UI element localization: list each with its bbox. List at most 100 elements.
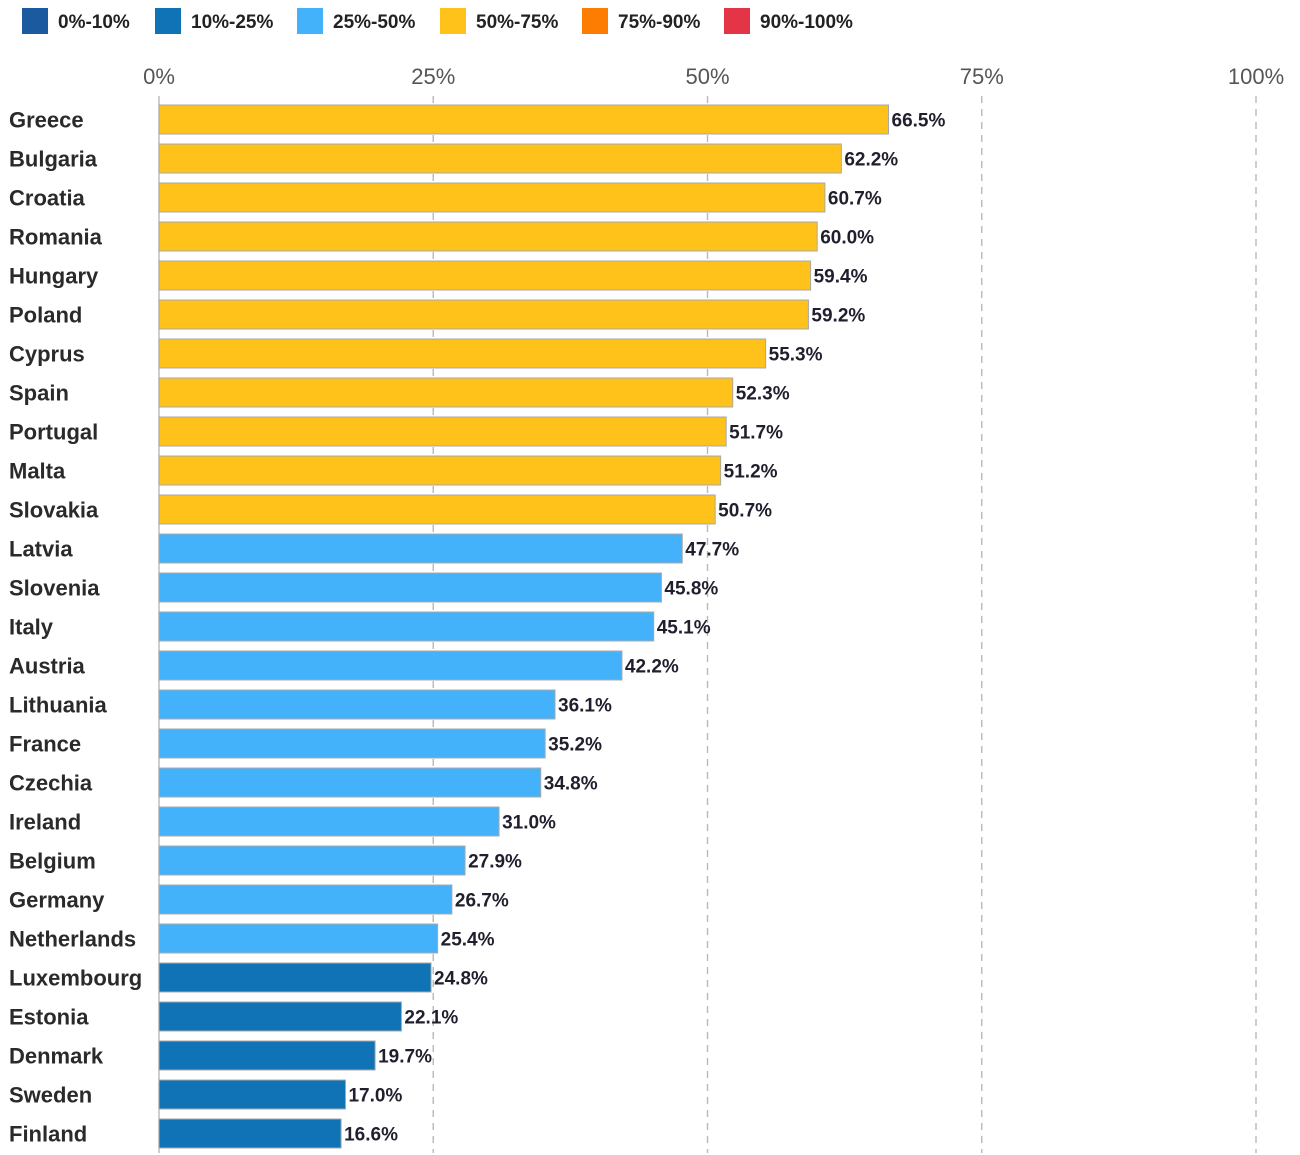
category-label: Malta xyxy=(9,459,66,484)
x-tick-label: 50% xyxy=(685,64,729,89)
legend: 0%-10% 10%-25% 25%-50% 50%-75% 75%-90% 90%-10… xyxy=(22,8,853,34)
category-label: Austria xyxy=(9,654,86,679)
bar xyxy=(158,221,818,252)
category-label: Romania xyxy=(9,225,103,250)
legend-swatch xyxy=(440,8,466,34)
x-tick-label: 25% xyxy=(411,64,455,89)
legend-label: 50%-75% xyxy=(476,12,558,33)
value-label: 31.0% xyxy=(502,813,556,834)
bar xyxy=(158,182,826,213)
bar xyxy=(158,143,842,174)
value-label: 60.7% xyxy=(828,189,882,210)
bar xyxy=(158,1118,342,1149)
category-label: Lithuania xyxy=(9,693,108,718)
value-label: 60.0% xyxy=(820,228,874,249)
category-label: Luxembourg xyxy=(9,966,142,991)
x-tick-label: 75% xyxy=(960,64,1004,89)
value-label: 59.2% xyxy=(811,306,865,327)
category-label: Netherlands xyxy=(9,927,136,952)
category-label: Belgium xyxy=(9,849,96,874)
legend-label: 25%-50% xyxy=(333,12,415,33)
value-label: 45.8% xyxy=(664,579,718,600)
category-label: Bulgaria xyxy=(9,147,98,172)
bar xyxy=(158,416,727,447)
bar xyxy=(158,299,809,330)
category-label: Croatia xyxy=(9,186,86,211)
value-label: 42.2% xyxy=(625,657,679,678)
bar xyxy=(158,845,466,876)
legend-swatch xyxy=(582,8,608,34)
legend-swatch xyxy=(155,8,181,34)
value-label: 16.6% xyxy=(344,1125,398,1146)
value-label: 25.4% xyxy=(441,930,495,951)
category-label: Czechia xyxy=(9,771,93,796)
bar xyxy=(158,806,500,837)
category-labels: Greece Bulgaria Croatia Romania Hungary Polan… xyxy=(9,108,142,1147)
category-label: Ireland xyxy=(9,810,81,835)
category-label: Latvia xyxy=(9,537,73,562)
bar xyxy=(158,377,734,408)
value-label: 24.8% xyxy=(434,969,488,990)
category-label: Poland xyxy=(9,303,82,328)
legend-swatch xyxy=(22,8,48,34)
x-tick-label: 100% xyxy=(1228,64,1284,89)
value-label: 62.2% xyxy=(844,150,898,171)
category-label: Spain xyxy=(9,381,69,406)
category-label: Estonia xyxy=(9,1005,89,1030)
value-label: 66.5% xyxy=(892,111,946,132)
bars xyxy=(158,104,890,1149)
bar xyxy=(158,1001,402,1032)
legend-swatch xyxy=(724,8,750,34)
value-label: 55.3% xyxy=(769,345,823,366)
legend-swatch xyxy=(297,8,323,34)
x-tick-label: 0% xyxy=(143,64,175,89)
bar xyxy=(158,962,432,993)
legend-label: 10%-25% xyxy=(191,12,273,33)
bar xyxy=(158,689,556,720)
bar xyxy=(158,260,812,291)
bar xyxy=(158,572,662,603)
category-label: Slovakia xyxy=(9,498,99,523)
bar xyxy=(158,884,453,915)
bar xyxy=(158,455,722,486)
value-label: 52.3% xyxy=(736,384,790,405)
category-label: Denmark xyxy=(9,1044,104,1069)
category-label: Hungary xyxy=(9,264,99,289)
legend-label: 90%-100% xyxy=(760,12,853,33)
value-label: 26.7% xyxy=(455,891,509,912)
bar xyxy=(158,1040,376,1071)
category-label: Portugal xyxy=(9,420,98,445)
value-label: 59.4% xyxy=(814,267,868,288)
bar xyxy=(158,650,623,681)
bar xyxy=(158,1079,346,1110)
value-label: 22.1% xyxy=(404,1008,458,1029)
bar xyxy=(158,611,655,642)
legend-label: 75%-90% xyxy=(618,12,700,33)
value-label: 51.2% xyxy=(724,462,778,483)
category-label: France xyxy=(9,732,81,757)
category-label: Cyprus xyxy=(9,342,85,367)
value-label: 51.7% xyxy=(729,423,783,444)
category-label: Sweden xyxy=(9,1083,92,1108)
category-label: Germany xyxy=(9,888,105,913)
bar xyxy=(158,533,683,564)
category-label: Finland xyxy=(9,1122,87,1147)
value-label: 36.1% xyxy=(558,696,612,717)
category-label: Slovenia xyxy=(9,576,100,601)
value-label: 45.1% xyxy=(657,618,711,639)
bar xyxy=(158,494,716,525)
value-label: 19.7% xyxy=(378,1047,432,1068)
bar xyxy=(158,338,767,369)
value-label: 27.9% xyxy=(468,852,522,873)
legend-label: 0%-10% xyxy=(58,12,130,33)
bar xyxy=(158,104,890,135)
bar xyxy=(158,767,542,798)
x-axis-ticks: 0% 25% 50% 75% 100% xyxy=(143,64,1284,89)
value-label: 47.7% xyxy=(685,540,739,561)
value-label: 35.2% xyxy=(548,735,602,756)
value-labels: 66.5% 62.2% 60.7% 60.0% 59.4% 59.2% 55.3% 52.3%… xyxy=(344,111,945,1146)
category-label: Greece xyxy=(9,108,84,133)
bar xyxy=(158,728,546,759)
value-label: 17.0% xyxy=(348,1086,402,1107)
